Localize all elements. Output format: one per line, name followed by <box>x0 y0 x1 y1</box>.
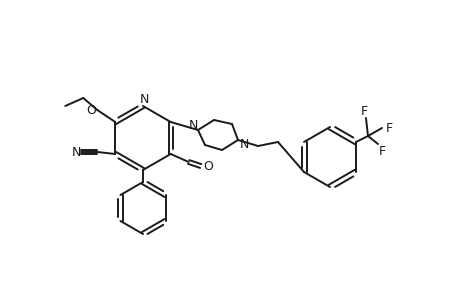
Text: O: O <box>202 160 212 172</box>
Text: N: N <box>139 92 148 106</box>
Text: F: F <box>385 122 392 134</box>
Text: N: N <box>239 137 248 151</box>
Text: N: N <box>72 146 81 158</box>
Text: O: O <box>86 103 96 116</box>
Text: N: N <box>188 118 197 131</box>
Text: F: F <box>378 145 385 158</box>
Text: F: F <box>360 104 367 118</box>
